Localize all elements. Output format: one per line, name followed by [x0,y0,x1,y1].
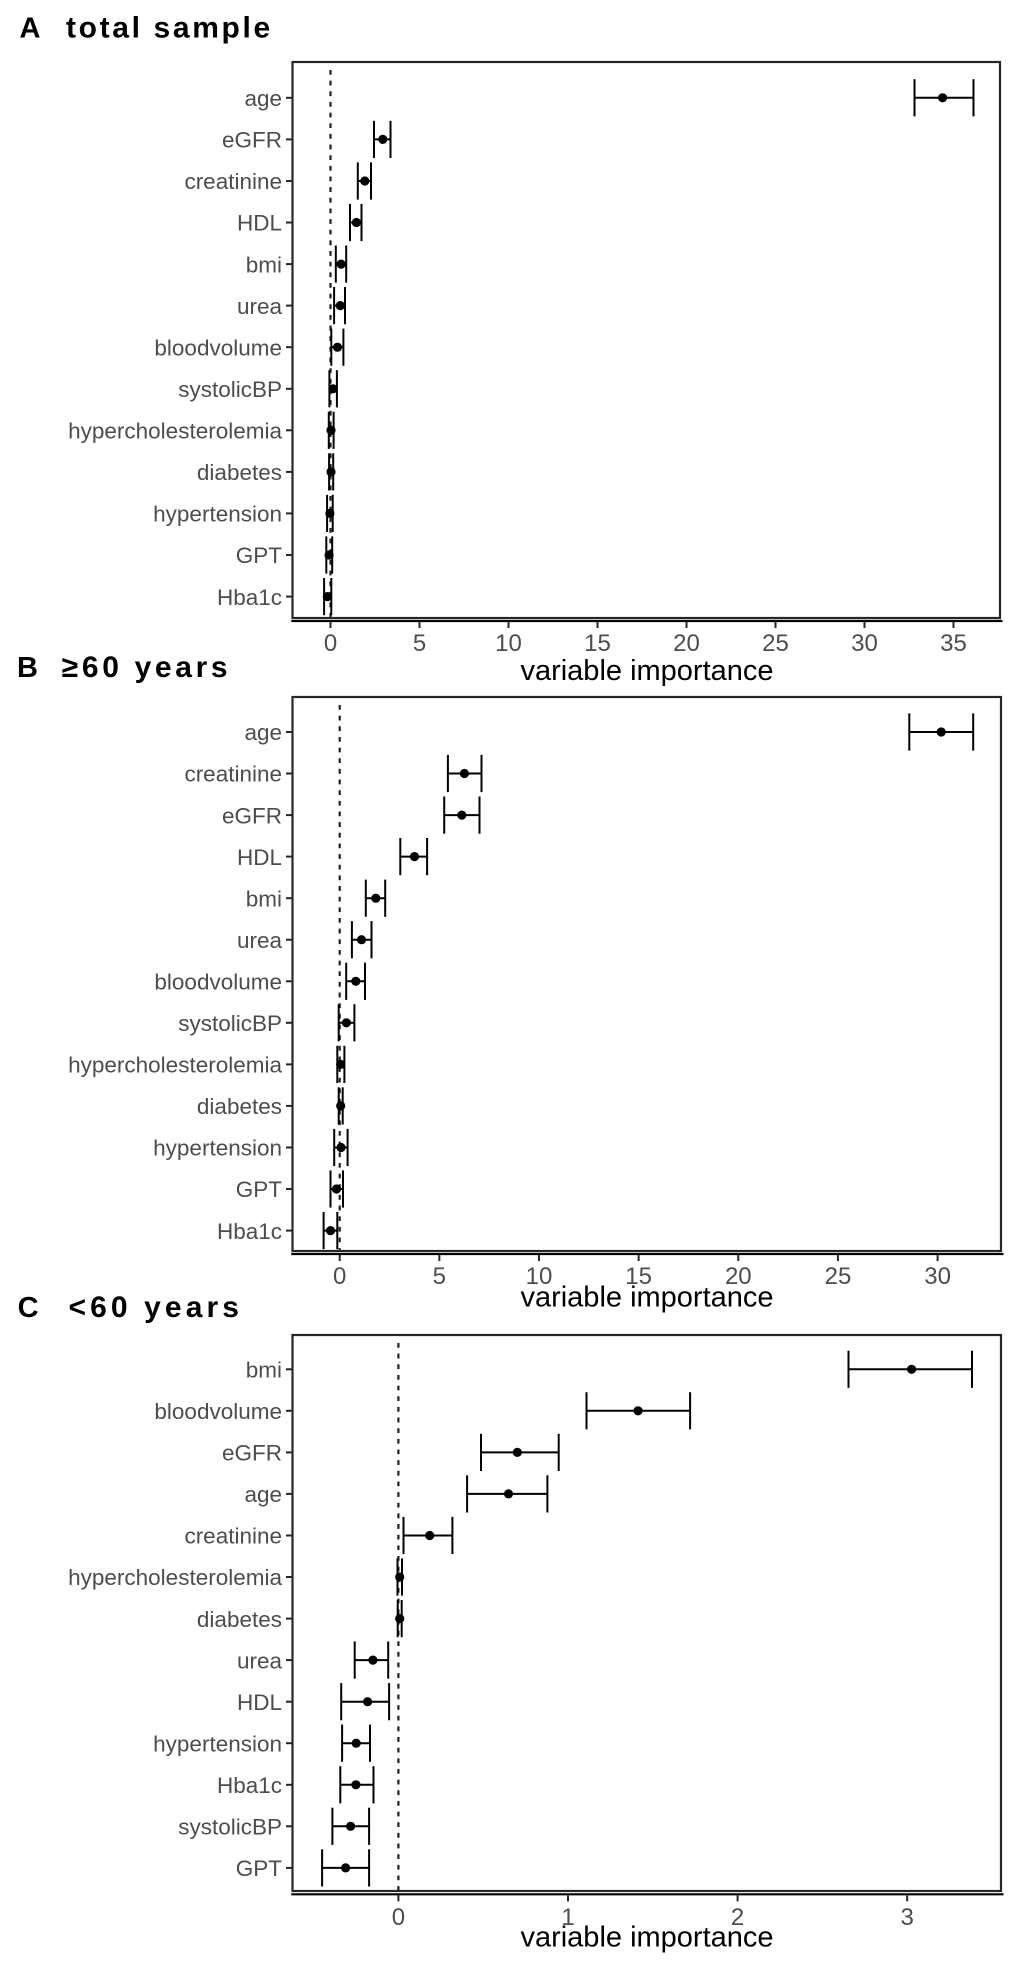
svg-text:hypercholesterolemia: hypercholesterolemia [68,1565,282,1590]
svg-text:5: 5 [433,1263,446,1290]
svg-text:diabetes: diabetes [197,460,282,485]
svg-text:0: 0 [333,1263,346,1290]
svg-text:systolicBP: systolicBP [178,377,282,402]
svg-text:eGFR: eGFR [222,803,282,828]
svg-text:HDL: HDL [237,1690,282,1715]
svg-text:15: 15 [584,630,611,657]
svg-text:10: 10 [526,1263,553,1290]
svg-text:1: 1 [561,1904,574,1931]
svg-text:C: C [18,1292,39,1324]
svg-text:3: 3 [901,1904,914,1931]
svg-text:GPT: GPT [236,543,283,568]
svg-text:20: 20 [673,630,700,657]
svg-text:30: 30 [924,1263,951,1290]
svg-text:bmi: bmi [246,1358,282,1383]
svg-text:Hba1c: Hba1c [217,1219,282,1244]
svg-text:age: age [244,720,282,745]
svg-text:hypertension: hypertension [153,1136,282,1161]
svg-text:variable importance: variable importance [520,1922,773,1954]
svg-text:25: 25 [762,630,789,657]
svg-text:25: 25 [825,1263,852,1290]
svg-text:Hba1c: Hba1c [217,585,282,610]
svg-text:B: B [17,652,38,684]
svg-text:age: age [244,86,282,111]
svg-text:variable importance: variable importance [520,655,773,687]
svg-text:hypercholesterolemia: hypercholesterolemia [68,419,282,444]
svg-text:diabetes: diabetes [197,1607,282,1632]
svg-text:systolicBP: systolicBP [178,1011,282,1036]
svg-text:2: 2 [731,1904,744,1931]
svg-text:systolicBP: systolicBP [178,1815,282,1840]
svg-text:<60 years: <60 years [69,1291,244,1324]
svg-text:GPT: GPT [236,1177,283,1202]
svg-text:total sample: total sample [66,12,273,45]
svg-text:HDL: HDL [237,845,282,870]
svg-text:10: 10 [495,630,522,657]
svg-text:diabetes: diabetes [197,1094,282,1119]
svg-text:35: 35 [940,630,967,657]
svg-text:30: 30 [851,630,878,657]
svg-text:creatinine: creatinine [184,1524,282,1549]
svg-text:age: age [244,1482,282,1507]
svg-text:5: 5 [413,630,426,657]
svg-text:0: 0 [392,1904,405,1931]
svg-text:bmi: bmi [246,886,282,911]
svg-text:15: 15 [625,1263,652,1290]
svg-text:hypertension: hypertension [153,502,282,527]
svg-text:bloodvolume: bloodvolume [154,970,282,995]
svg-text:creatinine: creatinine [184,169,282,194]
svg-text:bmi: bmi [246,252,282,277]
svg-text:variable importance: variable importance [520,1282,773,1314]
svg-text:0: 0 [324,630,337,657]
svg-text:bloodvolume: bloodvolume [154,1399,282,1424]
svg-text:urea: urea [237,1648,283,1673]
svg-text:≥60 years: ≥60 years [62,651,231,684]
svg-text:urea: urea [237,294,283,319]
svg-text:hypercholesterolemia: hypercholesterolemia [68,1053,282,1078]
svg-text:urea: urea [237,928,283,953]
svg-text:hypertension: hypertension [153,1731,282,1756]
svg-text:creatinine: creatinine [184,762,282,787]
svg-text:GPT: GPT [236,1856,283,1881]
svg-text:HDL: HDL [237,211,282,236]
svg-text:eGFR: eGFR [222,1441,282,1466]
svg-text:20: 20 [725,1263,752,1290]
svg-text:eGFR: eGFR [222,128,282,153]
svg-text:bloodvolume: bloodvolume [154,335,282,360]
svg-text:A: A [20,13,41,45]
svg-text:Hba1c: Hba1c [217,1773,282,1798]
